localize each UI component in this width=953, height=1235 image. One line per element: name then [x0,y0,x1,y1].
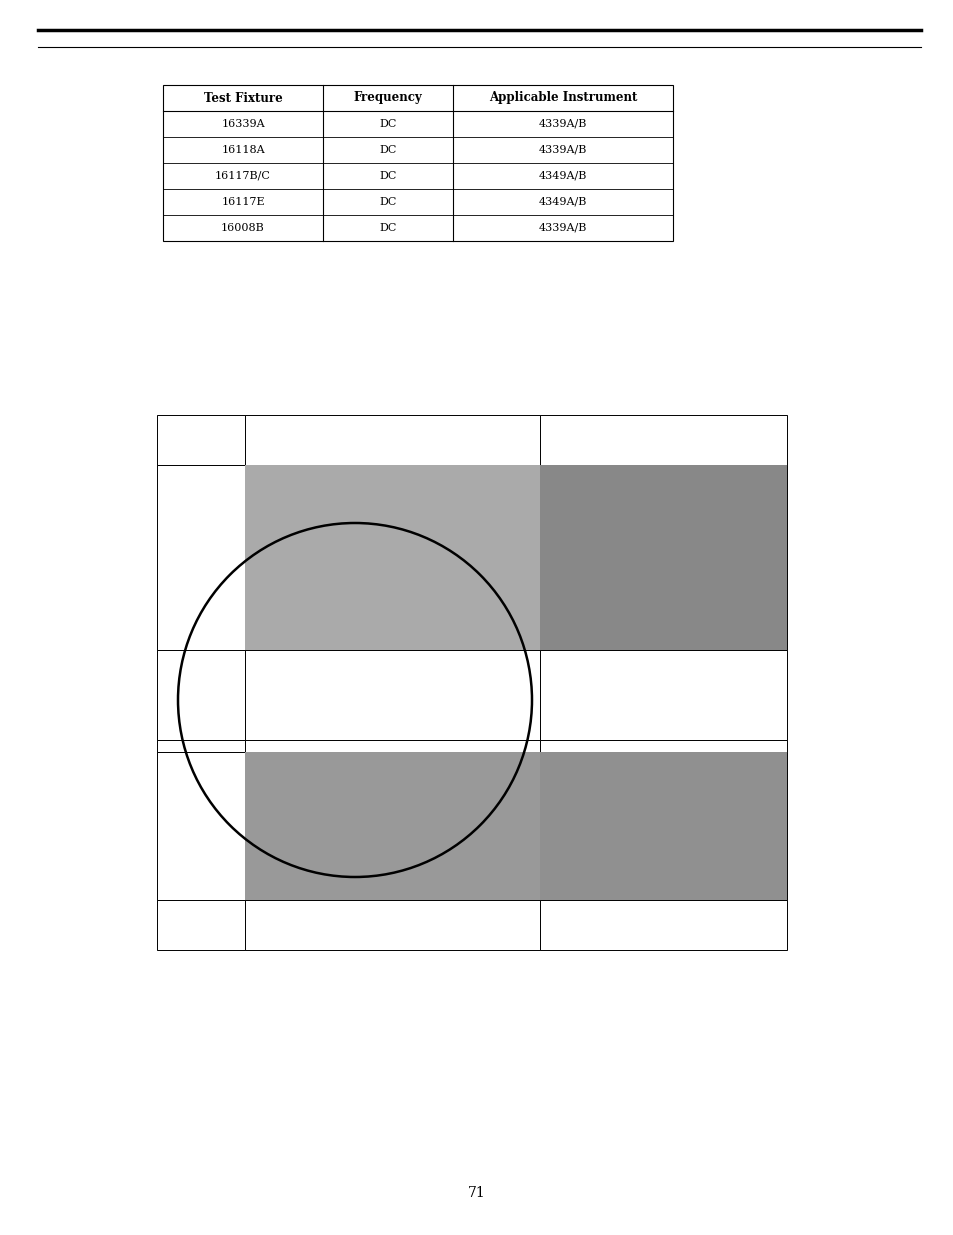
Bar [157,650,245,740]
Text: DC: DC [379,144,396,156]
Bar [245,752,539,900]
Bar [157,466,245,650]
Text: DC: DC [379,170,396,182]
Bar [539,752,786,900]
Text: 4339A/B: 4339A/B [538,224,587,233]
Bar [157,740,245,752]
Text: Applicable Instrument: Applicable Instrument [488,91,637,105]
Text: 16117B/C: 16117B/C [214,170,271,182]
Text: 4339A/B: 4339A/B [538,119,587,128]
Bar [539,740,786,752]
Text: DC: DC [379,119,396,128]
Bar [157,900,245,950]
Bar [539,900,786,950]
Text: 4339A/B: 4339A/B [538,144,587,156]
Bar [245,752,539,900]
Bar [245,466,539,650]
Text: 16008B: 16008B [221,224,265,233]
Text: DC: DC [379,198,396,207]
Text: Test Fixture: Test Fixture [203,91,282,105]
Text: Frequency: Frequency [354,91,422,105]
Bar [245,900,539,950]
Text: 4349A/B: 4349A/B [538,198,587,207]
Bar [245,650,539,740]
Text: 16118A: 16118A [221,144,265,156]
Bar [539,650,786,740]
Bar [245,466,539,650]
Bar [539,415,786,466]
Bar [245,740,539,752]
Text: 16339A: 16339A [221,119,265,128]
Text: DC: DC [379,224,396,233]
Text: 16117E: 16117E [221,198,265,207]
Bar [245,415,539,466]
Bar [539,466,786,650]
Bar [539,752,786,900]
Bar [157,752,245,900]
Bar [163,85,672,241]
Text: 4349A/B: 4349A/B [538,170,587,182]
Text: 71: 71 [468,1186,485,1200]
Bar [157,415,245,466]
Bar [539,466,786,650]
